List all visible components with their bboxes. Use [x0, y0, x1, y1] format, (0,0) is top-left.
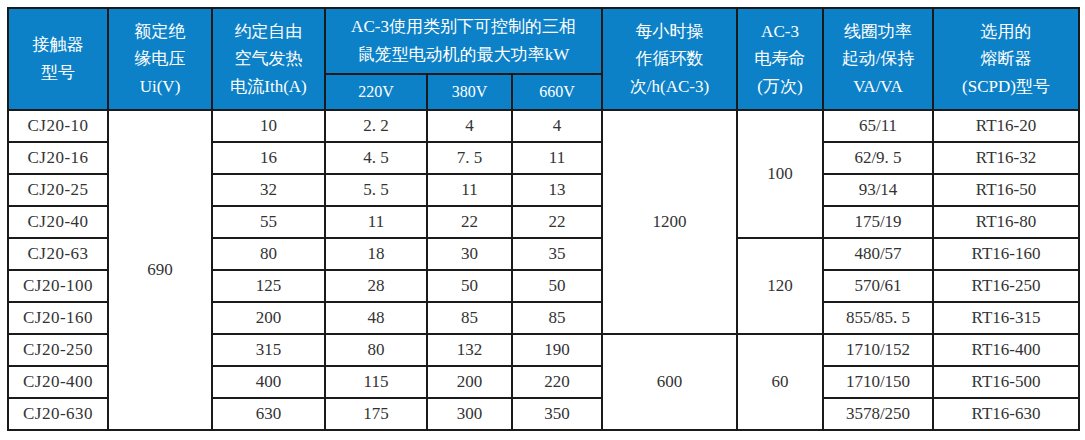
cell-model: CJ20-400 — [8, 366, 108, 398]
cell-fuse-model: RT16-500 — [933, 366, 1079, 398]
cell-power-380v: 4 — [427, 110, 512, 142]
cell-power-380v: 11 — [427, 174, 512, 206]
table-row: CJ20-10 690 10 2. 2 4 4 1200 100 65/11 R… — [8, 110, 1079, 142]
cell-power-380v: 7. 5 — [427, 142, 512, 174]
cell-model: CJ20-630 — [8, 398, 108, 430]
header-model: 接触器 型号 — [8, 8, 108, 110]
cell-ith: 16 — [212, 142, 325, 174]
cell-model: CJ20-16 — [8, 142, 108, 174]
cell-ith: 200 — [212, 302, 325, 334]
cell-power-380v: 50 — [427, 270, 512, 302]
cell-power-380v: 300 — [427, 398, 512, 430]
cell-power-380v: 132 — [427, 334, 512, 366]
header-cycles-per-hour: 每小时操 作循环数 次/h(AC-3) — [602, 8, 737, 110]
header-220v: 220V — [325, 74, 427, 110]
cell-power-220v: 5. 5 — [325, 174, 427, 206]
cell-power-220v: 11 — [325, 206, 427, 238]
header-ac3-power-group: AC-3使用类别下可控制的三相 鼠笼型电动机的最大功率kW — [325, 8, 602, 74]
cell-ui-690: 690 — [108, 110, 212, 430]
cell-model: CJ20-100 — [8, 270, 108, 302]
header-row-top: 接触器 型号 额定绝 缘电压 Ui(V) 约定自由 空气发热 电流Ith(A) … — [8, 8, 1079, 74]
cell-power-660v: 190 — [512, 334, 602, 366]
cell-model: CJ20-160 — [8, 302, 108, 334]
cell-power-660v: 35 — [512, 238, 602, 270]
cell-power-380v: 200 — [427, 366, 512, 398]
cell-life-60: 60 — [737, 334, 823, 430]
cell-model: CJ20-25 — [8, 174, 108, 206]
header-thermal-current: 约定自由 空气发热 电流Ith(A) — [212, 8, 325, 110]
cell-coil-power: 175/19 — [823, 206, 933, 238]
cell-model: CJ20-250 — [8, 334, 108, 366]
cell-coil-power: 3578/250 — [823, 398, 933, 430]
cell-coil-power: 65/11 — [823, 110, 933, 142]
cell-power-220v: 48 — [325, 302, 427, 334]
cell-ith: 400 — [212, 366, 325, 398]
cell-life-120: 120 — [737, 238, 823, 334]
cell-power-220v: 28 — [325, 270, 427, 302]
cell-cycles-600: 600 — [602, 334, 737, 430]
cell-power-220v: 115 — [325, 366, 427, 398]
cell-ith: 10 — [212, 110, 325, 142]
cell-fuse-model: RT16-315 — [933, 302, 1079, 334]
cell-coil-power: 93/14 — [823, 174, 933, 206]
cell-ith: 80 — [212, 238, 325, 270]
cell-coil-power: 62/9. 5 — [823, 142, 933, 174]
contactor-spec-table: 接触器 型号 额定绝 缘电压 Ui(V) 约定自由 空气发热 电流Ith(A) … — [7, 7, 1080, 431]
header-insulation-voltage: 额定绝 缘电压 Ui(V) — [108, 8, 212, 110]
cell-power-220v: 80 — [325, 334, 427, 366]
cell-ith: 315 — [212, 334, 325, 366]
cell-fuse-model: RT16-400 — [933, 334, 1079, 366]
header-660v: 660V — [512, 74, 602, 110]
cell-fuse-model: RT16-32 — [933, 142, 1079, 174]
header-electrical-life: AC-3 电寿命 (万次) — [737, 8, 823, 110]
cell-power-220v: 2. 2 — [325, 110, 427, 142]
cell-model: CJ20-63 — [8, 238, 108, 270]
header-coil-power: 线圈功率 起动/保持 VA/VA — [823, 8, 933, 110]
cell-fuse-model: RT16-630 — [933, 398, 1079, 430]
cell-fuse-model: RT16-250 — [933, 270, 1079, 302]
cell-coil-power: 855/85. 5 — [823, 302, 933, 334]
table-header: 接触器 型号 额定绝 缘电压 Ui(V) 约定自由 空气发热 电流Ith(A) … — [8, 8, 1079, 110]
cell-ith: 55 — [212, 206, 325, 238]
cell-power-660v: 350 — [512, 398, 602, 430]
cell-ith: 125 — [212, 270, 325, 302]
cell-power-380v: 22 — [427, 206, 512, 238]
cell-power-220v: 18 — [325, 238, 427, 270]
cell-power-660v: 4 — [512, 110, 602, 142]
cell-power-660v: 13 — [512, 174, 602, 206]
cell-model: CJ20-10 — [8, 110, 108, 142]
cell-coil-power: 570/61 — [823, 270, 933, 302]
cell-power-660v: 85 — [512, 302, 602, 334]
cell-power-660v: 220 — [512, 366, 602, 398]
cell-life-100: 100 — [737, 110, 823, 238]
cell-coil-power: 480/57 — [823, 238, 933, 270]
cell-power-660v: 11 — [512, 142, 602, 174]
cell-power-660v: 50 — [512, 270, 602, 302]
cell-power-380v: 85 — [427, 302, 512, 334]
cell-cycles-1200: 1200 — [602, 110, 737, 334]
cell-coil-power: 1710/150 — [823, 366, 933, 398]
cell-model: CJ20-40 — [8, 206, 108, 238]
cell-fuse-model: RT16-160 — [933, 238, 1079, 270]
cell-ith: 630 — [212, 398, 325, 430]
header-380v: 380V — [427, 74, 512, 110]
cell-power-380v: 30 — [427, 238, 512, 270]
cell-ith: 32 — [212, 174, 325, 206]
cell-coil-power: 1710/152 — [823, 334, 933, 366]
cell-fuse-model: RT16-50 — [933, 174, 1079, 206]
cell-power-220v: 175 — [325, 398, 427, 430]
header-fuse-model: 选用的 熔断器 (SCPD)型号 — [933, 8, 1079, 110]
cell-power-660v: 22 — [512, 206, 602, 238]
cell-fuse-model: RT16-20 — [933, 110, 1079, 142]
contactor-spec-table-container: 接触器 型号 额定绝 缘电压 Ui(V) 约定自由 空气发热 电流Ith(A) … — [7, 7, 1080, 431]
table-body: CJ20-10 690 10 2. 2 4 4 1200 100 65/11 R… — [8, 110, 1079, 430]
cell-fuse-model: RT16-80 — [933, 206, 1079, 238]
cell-power-220v: 4. 5 — [325, 142, 427, 174]
